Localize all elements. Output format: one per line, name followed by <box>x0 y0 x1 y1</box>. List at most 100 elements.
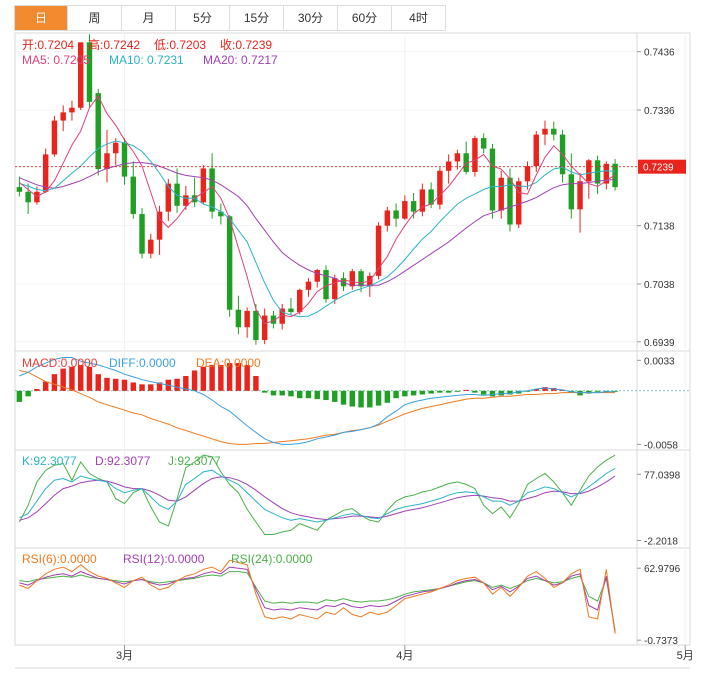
candle-body <box>524 166 531 182</box>
candle-body <box>165 183 172 212</box>
macd-bar <box>139 384 145 391</box>
rsi-info: RSI(12):0.0000 <box>123 552 205 566</box>
tab-15min[interactable]: 15分 <box>230 6 284 30</box>
ohlc-info: 开:0.7204 <box>22 38 74 52</box>
ma-info: MA20: 0.7217 <box>203 53 278 67</box>
macd-bar <box>393 390 399 399</box>
tab-30min[interactable]: 30分 <box>284 6 338 30</box>
candle-body <box>516 181 522 225</box>
candle-body <box>533 134 539 167</box>
macd-info: DEA:0.0000 <box>196 356 261 370</box>
candle-body <box>16 187 23 192</box>
time-label: 4月 <box>396 650 413 662</box>
candle-body <box>235 309 242 328</box>
candle-body <box>498 177 504 211</box>
macd-bar <box>16 390 23 402</box>
ohlc-info: 高:0.7242 <box>88 37 140 52</box>
rsi6-line <box>19 559 616 634</box>
candle-body <box>340 278 347 287</box>
rsi24-line <box>19 571 616 631</box>
macd-bar <box>489 390 496 397</box>
macd-bar <box>121 379 128 391</box>
candle-body <box>297 289 303 313</box>
candle-body <box>402 201 408 219</box>
ma20-line <box>19 162 616 286</box>
macd-bar <box>95 374 101 391</box>
candle-body <box>25 191 31 203</box>
macd-bar <box>542 387 548 391</box>
macd-bar <box>42 381 49 391</box>
kdj-tick-label: 77.0398 <box>644 470 681 481</box>
candle-body <box>410 201 417 212</box>
candle-body <box>542 128 548 135</box>
candle-body <box>218 211 224 217</box>
macd-bar <box>463 389 469 391</box>
candle-body <box>139 213 145 254</box>
macd-bar <box>594 390 601 392</box>
rsi12-line <box>19 566 616 633</box>
macd-bar <box>507 390 513 395</box>
tab-5min[interactable]: 5分 <box>176 6 230 30</box>
rsi-info: RSI(6):0.0000 <box>22 552 97 566</box>
candle-body <box>419 189 426 212</box>
candle-body <box>305 281 312 290</box>
macd-bar <box>34 388 40 391</box>
candle-body <box>463 153 469 172</box>
price-tick-label: 0.7436 <box>644 48 675 59</box>
kdj-tick-label: -2.2018 <box>644 536 678 547</box>
candle-body <box>113 142 119 154</box>
candle-body <box>551 128 557 135</box>
tab-month[interactable]: 月 <box>122 6 176 30</box>
tab-day[interactable]: 日 <box>15 6 68 30</box>
kdj-info: J:92.3077 <box>168 454 221 468</box>
candle-body <box>489 148 496 211</box>
k-line <box>19 468 616 523</box>
macd-bar <box>25 390 31 397</box>
price-tick-label: 0.7038 <box>644 280 675 291</box>
candle-body <box>226 216 233 310</box>
macd-bar <box>314 390 320 400</box>
candle-body <box>130 176 136 214</box>
macd-bar <box>104 377 110 391</box>
candle-body <box>384 210 391 226</box>
candle-body <box>445 161 452 171</box>
macd-info: MACD:0.0000 <box>22 356 98 370</box>
macd-bar <box>60 368 66 391</box>
candle-body <box>323 270 329 300</box>
tab-4hour[interactable]: 4时 <box>409 11 428 25</box>
kdj-info: K:92.3077 <box>22 454 77 468</box>
d-line <box>19 475 616 521</box>
macd-bar <box>244 364 250 391</box>
ma5-line <box>19 95 616 325</box>
diff-line <box>19 357 616 445</box>
ohlc-info: 收:0.7239 <box>220 38 272 52</box>
candle-body <box>279 308 285 324</box>
rsi-info: RSI(24):0.0000 <box>231 552 313 566</box>
macd-bar <box>323 390 329 401</box>
candle-body <box>375 225 382 276</box>
macd-bar <box>148 384 154 391</box>
candle-body <box>332 278 338 300</box>
macd-bar <box>305 390 312 399</box>
candle-body <box>454 153 461 162</box>
macd-bar <box>480 390 487 395</box>
candle-body <box>472 138 478 172</box>
candle-body <box>77 42 84 108</box>
macd-bar <box>218 364 224 391</box>
tab-week[interactable]: 周 <box>68 6 122 30</box>
candle-body <box>209 168 215 212</box>
macd-tick-label: 0.0033 <box>644 356 675 367</box>
macd-bar <box>428 390 434 394</box>
candle-body <box>156 211 163 240</box>
macd-bar <box>297 390 303 399</box>
candle-body <box>200 168 207 203</box>
macd-bar <box>437 390 443 393</box>
kdj-info: D:92.3077 <box>95 454 151 468</box>
candle-body <box>104 153 110 170</box>
candle-body <box>586 160 592 182</box>
candle-body <box>358 271 364 287</box>
macd-bar <box>384 390 391 403</box>
tab-60min[interactable]: 60分 <box>338 6 392 30</box>
macd-bar <box>235 363 242 391</box>
